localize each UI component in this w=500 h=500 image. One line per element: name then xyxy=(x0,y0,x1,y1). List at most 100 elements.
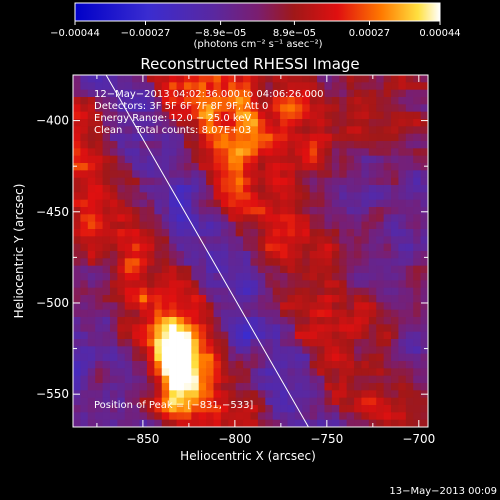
heatmap-cell xyxy=(161,331,170,340)
heatmap-cell xyxy=(183,419,192,427)
heatmap-cell xyxy=(161,111,170,120)
heatmap-cell xyxy=(405,265,414,274)
heatmap-cell xyxy=(339,177,348,186)
heatmap-cell xyxy=(183,361,192,369)
heatmap-cell xyxy=(206,295,214,303)
heatmap-cell xyxy=(250,133,259,142)
heatmap-cell xyxy=(206,287,214,296)
heatmap-cell xyxy=(206,324,214,333)
heatmap-cell xyxy=(331,163,340,171)
heatmap-cell xyxy=(220,419,229,427)
heatmap-cell xyxy=(420,339,428,347)
heatmap-cell xyxy=(398,214,407,223)
heatmap-cell xyxy=(132,251,140,259)
heatmap-cell xyxy=(317,361,325,369)
heatmap-cell xyxy=(220,185,229,193)
heatmap-cell xyxy=(346,287,355,296)
heatmap-cell xyxy=(80,287,89,296)
heatmap-cell xyxy=(73,353,81,362)
heatmap-cell xyxy=(109,214,118,223)
heatmap-cell xyxy=(102,221,111,230)
heatmap-cell xyxy=(154,368,163,377)
heatmap-cell xyxy=(95,199,103,208)
heatmap-cell xyxy=(73,302,81,311)
heatmap-cell xyxy=(287,185,296,193)
heatmap-cell xyxy=(176,368,185,377)
heatmap-cell xyxy=(383,207,392,215)
heatmap-cell xyxy=(317,236,325,245)
heatmap-cell xyxy=(169,317,177,325)
heatmap-cell xyxy=(405,331,414,340)
heatmap-cell xyxy=(102,361,111,369)
heatmap-cell xyxy=(420,331,428,340)
heatmap-cell xyxy=(80,111,89,120)
heatmap-cell xyxy=(169,199,177,208)
heatmap-cell xyxy=(161,155,170,164)
heatmap-cell xyxy=(324,177,333,186)
heatmap-cell xyxy=(176,273,185,281)
heatmap-cell xyxy=(198,317,207,325)
heatmap-cell xyxy=(206,346,214,355)
heatmap-cell xyxy=(257,280,266,289)
heatmap-cell xyxy=(161,251,170,259)
heatmap-cell xyxy=(376,339,385,347)
heatmap-cell xyxy=(95,295,103,303)
heatmap-cell xyxy=(146,331,155,340)
heatmap-cell xyxy=(339,309,348,318)
heatmap-cell xyxy=(405,405,414,413)
heatmap-cell xyxy=(213,375,222,384)
heatmap-cell xyxy=(95,111,103,120)
heatmap-cell xyxy=(243,89,251,98)
heatmap-cell xyxy=(420,119,428,127)
heatmap-cell xyxy=(317,368,325,377)
heatmap-cell xyxy=(317,324,325,333)
heatmap-cell xyxy=(420,207,428,215)
heatmap-cell xyxy=(287,82,296,91)
heatmap-cell xyxy=(243,383,251,391)
heatmap-cell xyxy=(368,229,377,237)
heatmap-cell xyxy=(117,148,126,157)
heatmap-cell xyxy=(80,75,89,83)
heatmap-cell xyxy=(109,273,118,281)
heatmap-cell xyxy=(302,339,311,347)
heatmap-cell xyxy=(309,229,318,237)
heatmap-cell xyxy=(398,119,407,127)
heatmap-cell xyxy=(206,177,214,186)
heatmap-cell xyxy=(176,214,185,223)
heatmap-cell xyxy=(132,155,140,164)
heatmap-cell xyxy=(80,229,89,237)
heatmap-cell xyxy=(146,361,155,369)
heatmap-cell xyxy=(124,251,133,259)
heatmap-cell xyxy=(198,346,207,355)
heatmap-cell xyxy=(257,177,266,186)
heatmap-cell xyxy=(391,265,399,274)
heatmap-cell xyxy=(257,243,266,252)
heatmap-cell xyxy=(294,324,303,333)
heatmap-cell xyxy=(331,155,340,164)
heatmap-cell xyxy=(80,214,89,223)
heatmap-cell xyxy=(73,155,81,164)
heatmap-cell xyxy=(154,375,163,384)
heatmap-cell xyxy=(154,192,163,201)
heatmap-cell xyxy=(405,324,414,333)
heatmap-cell xyxy=(124,317,133,325)
heatmap-cell xyxy=(139,243,148,252)
heatmap-cell xyxy=(80,295,89,303)
heatmap-cell xyxy=(183,251,192,259)
heatmap-cell xyxy=(302,82,311,91)
heatmap-cell xyxy=(80,346,89,355)
heatmap-cell xyxy=(109,148,118,157)
heatmap-cell xyxy=(102,368,111,377)
heatmap-cell xyxy=(368,280,377,289)
heatmap-cell xyxy=(73,273,81,281)
heatmap-cell xyxy=(346,163,355,171)
heatmap-cell xyxy=(346,302,355,311)
heatmap-cell xyxy=(80,405,89,413)
heatmap-cell xyxy=(339,265,348,274)
heatmap-cell xyxy=(213,207,222,215)
heatmap-cell xyxy=(265,177,274,186)
heatmap-cell xyxy=(294,280,303,289)
heatmap-cell xyxy=(361,361,370,369)
heatmap-cell xyxy=(117,155,126,164)
heatmap-cell xyxy=(287,97,296,105)
